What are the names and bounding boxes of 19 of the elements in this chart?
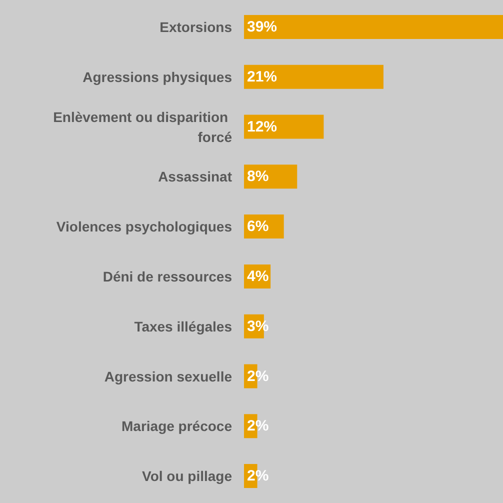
y-tick-label: Déni de ressources bbox=[102, 268, 232, 284]
y-tick-label: Extorsions bbox=[160, 18, 232, 35]
y-tick-label: Agressions physiques bbox=[82, 68, 232, 85]
y-tick-label: Assassinat bbox=[158, 168, 232, 185]
bar bbox=[244, 64, 384, 89]
data-label: 4% bbox=[247, 268, 269, 285]
y-tick-label: Enlèvement ou disparition forcé bbox=[53, 108, 232, 145]
data-label: 6% bbox=[247, 218, 269, 236]
data-label: 8% bbox=[247, 168, 269, 186]
y-tick-label: Mariage précoce bbox=[122, 418, 232, 434]
bar bbox=[244, 14, 503, 39]
bar bbox=[244, 114, 324, 139]
y-tick-label: Taxes illégales bbox=[134, 318, 232, 334]
data-label: 12% bbox=[247, 118, 278, 136]
y-tick-label: Agression sexuelle bbox=[104, 368, 232, 384]
y-tick-label: Violences psychologiques bbox=[56, 218, 232, 235]
y-tick-label: Vol ou pillage bbox=[142, 468, 232, 484]
data-label: 39% bbox=[247, 18, 278, 36]
data-label: 21% bbox=[247, 68, 278, 86]
